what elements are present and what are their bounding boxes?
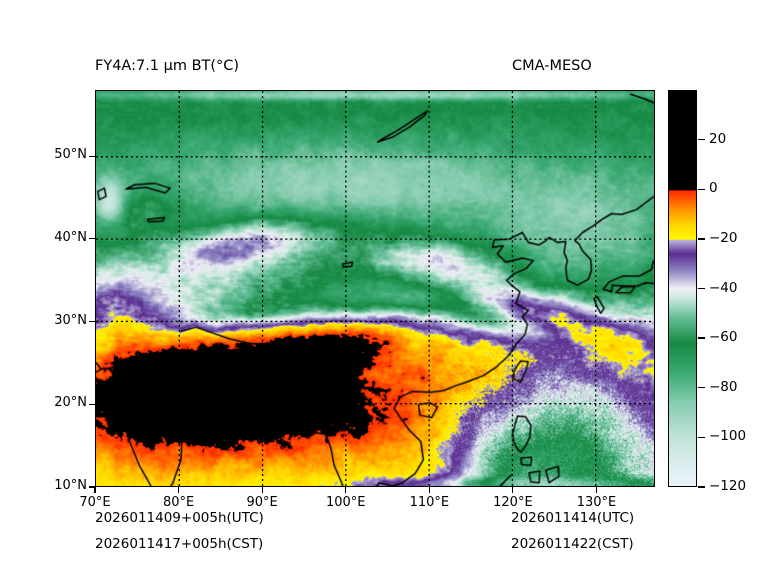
colorbar-tick [698,138,705,141]
colorbar-tick-label: 20 [709,130,727,147]
y-axis-label: 40°N [54,229,87,245]
x-axis-tick [428,487,430,493]
satellite-map-plot [95,90,655,487]
colorbar-tick-label: 0 [709,180,718,197]
y-axis-label: 10°N [54,478,87,493]
y-axis-label: 50°N [54,147,87,163]
x-axis-label: 100°E [325,495,366,510]
x-axis-label: 120°E [493,495,533,510]
x-axis-tick [512,487,514,493]
x-axis-tick [345,487,347,493]
y-axis-tick [89,155,95,157]
colorbar-tick [698,387,705,389]
colorbar-gradient [668,90,697,487]
y-axis-tick [89,486,95,488]
chart-title-left: FY4A:7.1 μm BT(°C) [95,58,240,74]
colorbar-tick [698,337,705,339]
x-axis-label: 90°E [246,495,278,510]
x-axis-label: 80°E [162,495,195,510]
colorbar-tick [698,486,705,488]
footer-right-cst: 2026011422(CST) [511,536,634,552]
x-axis-tick [177,487,180,493]
x-axis-tick [94,487,96,493]
x-axis-tick [595,487,598,493]
y-axis-tick [89,403,95,405]
colorbar-tick-label: −60 [709,329,738,346]
footer-right-utc: 2026011414(UTC) [511,510,635,526]
colorbar-tick [698,238,705,240]
colorbar-tick-label: −120 [709,478,747,494]
footer-left-cst: 2026011417+005h(CST) [95,536,264,552]
colorbar-tick [698,188,705,190]
colorbar-tick [698,436,705,439]
y-axis-tick [89,320,95,323]
colorbar-tick [698,287,705,290]
colorbar-tick-label: −80 [709,378,738,395]
colorbar-tick-label: −100 [709,428,747,445]
colorbar [668,90,697,487]
x-axis-label: 110°E [409,495,450,510]
footer-left-utc: 2026011409+005h(UTC) [95,510,264,526]
x-axis-tick [261,487,263,493]
x-axis-label: 70°E [79,495,111,510]
y-axis-label: 20°N [54,395,87,411]
y-axis-label: 30°N [54,312,87,328]
colorbar-tick-label: −20 [709,229,738,246]
x-axis-label: 130°E [576,495,617,510]
colorbar-tick-label: −40 [709,279,738,296]
y-axis-tick [89,238,95,240]
lat-lon-gridlines [96,91,654,486]
chart-title-right: CMA-MESO [512,58,592,74]
